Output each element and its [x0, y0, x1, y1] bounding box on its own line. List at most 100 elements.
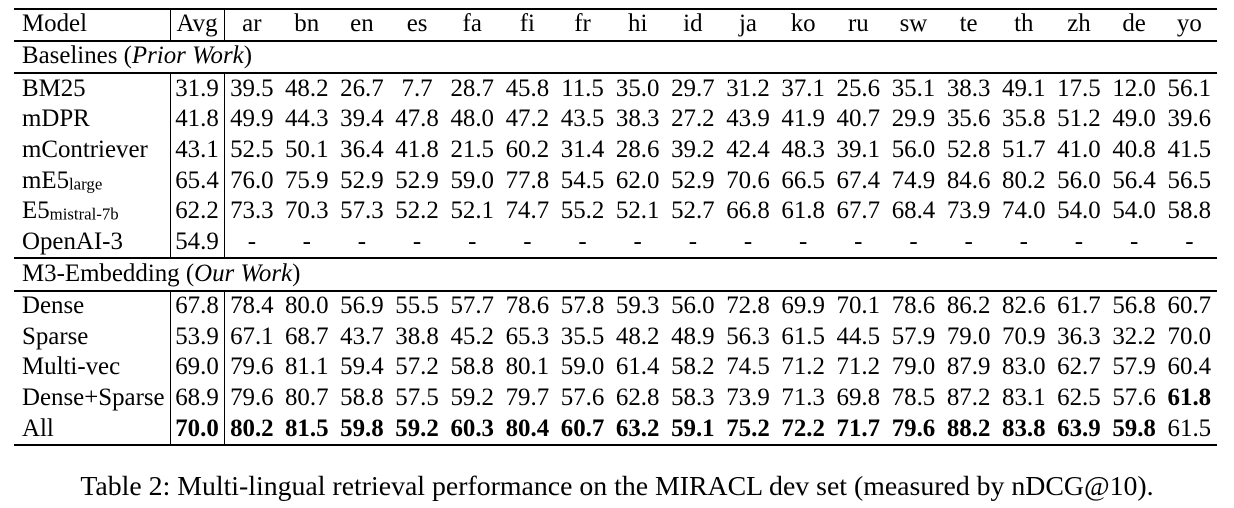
model-name-subscript: mistral-7b [49, 205, 119, 225]
table-row: All 70.0 80.2 81.5 59.8 59.2 60.3 80.4 60.7 63.2 5… [14, 414, 1217, 446]
value-cell-id: 56.0 [671, 292, 715, 320]
value-cell-de: 57.6 [1112, 384, 1156, 412]
col-header-lang-fa: fa [444, 9, 500, 42]
value-cell-hi: - [610, 227, 666, 260]
section-title: Baselines (Prior Work) [14, 40, 1217, 75]
value-cell-th: 83.0 [1002, 353, 1046, 381]
col-header-lang-ar: ar [224, 9, 280, 42]
avg-value-cell: 70.0 [169, 414, 225, 446]
value-cell-ko: 61.5 [781, 322, 825, 350]
model-name: mContriever [22, 135, 148, 163]
value-cell-ru: 69.8 [836, 384, 881, 412]
value-cell-ru: 40.7 [836, 105, 881, 133]
value-cell-sw: 29.9 [891, 105, 936, 133]
value-cell-hi: 35.0 [615, 74, 660, 102]
value-cell-hi: 38.3 [615, 105, 660, 133]
value-cell-te: 88.2 [941, 414, 997, 446]
value-cell-te: 84.6 [946, 166, 991, 194]
value-cell-te: 35.6 [946, 105, 991, 133]
value-cell-ja: 56.3 [726, 322, 770, 350]
value-cell-ar: 49.9 [230, 105, 274, 133]
value-cell-es: - [389, 227, 445, 260]
value-cell-ar: 79.6 [230, 353, 274, 381]
value-cell-fa: 57.7 [450, 292, 494, 320]
value-cell-fa: 58.8 [450, 353, 494, 381]
value-cell-hi: 62.0 [615, 166, 660, 194]
value-cell-fa: 28.7 [450, 74, 494, 102]
model-name-cell: BM25 [14, 73, 170, 104]
value-cell-te: 87.2 [946, 384, 991, 412]
value-cell-fr: 55.2 [560, 197, 605, 225]
value-cell-zh: 17.5 [1057, 74, 1101, 102]
col-header-lang-fi: fi [499, 9, 555, 42]
value-cell-yo: 60.7 [1167, 292, 1212, 320]
avg-value-cell: 67.8 [169, 290, 225, 322]
value-cell-en: 56.9 [340, 292, 384, 320]
value-cell-ko: 66.5 [781, 166, 825, 194]
value-cell-sw: 68.4 [891, 197, 936, 225]
value-cell-sw: 79.0 [891, 353, 936, 381]
value-cell-yo: 61.5 [1161, 414, 1217, 446]
value-cell-th: 74.0 [1002, 197, 1046, 225]
value-cell-ar: - [224, 227, 280, 260]
table-row: mDPR 41.8 49.9 44.3 39.4 47.8 48.0 47.2 43.5 38.3… [14, 104, 1217, 135]
value-cell-th: 82.6 [1002, 292, 1046, 320]
value-cell-ja: 75.2 [720, 414, 776, 446]
model-name: All [22, 414, 54, 442]
value-cell-fr: 57.8 [560, 292, 605, 320]
value-cell-id: 59.1 [665, 414, 721, 446]
value-cell-te: 38.3 [946, 74, 991, 102]
col-header-lang-fr: fr [554, 9, 611, 42]
value-cell-hi: 63.2 [610, 414, 666, 446]
value-cell-es: 55.5 [395, 292, 439, 320]
value-cell-ru: 44.5 [836, 322, 881, 350]
value-cell-fa: 52.1 [450, 197, 494, 225]
value-cell-ja: 66.8 [726, 197, 770, 225]
avg-value-cell: 54.9 [169, 227, 225, 260]
value-cell-ru: 67.4 [836, 166, 881, 194]
value-cell-th: 49.1 [1002, 74, 1046, 102]
value-cell-ja: 72.8 [726, 292, 770, 320]
model-name-cell: Sparse [14, 322, 170, 353]
value-cell-de: 56.8 [1112, 292, 1156, 320]
value-cell-yo: 61.8 [1167, 384, 1212, 412]
value-cell-de: 59.8 [1106, 414, 1162, 446]
col-header-lang-en: en [334, 9, 390, 42]
avg-value-cell: 65.4 [169, 165, 225, 197]
value-cell-ko: 61.8 [781, 197, 825, 225]
value-cell-ko: 48.3 [781, 135, 825, 163]
model-name: E5 [22, 197, 50, 225]
value-cell-ru: 67.7 [836, 197, 881, 225]
value-cell-zh: 62.7 [1057, 353, 1101, 381]
value-cell-sw: 74.9 [891, 166, 936, 194]
value-cell-fi: 80.1 [505, 353, 550, 381]
model-name: Multi-vec [22, 353, 121, 381]
section-title-prefix: Baselines ( [22, 42, 132, 70]
col-header-lang-zh: zh [1051, 9, 1107, 42]
table-header-row: Model Avg ar bn en es fa fi fr hi id ja ko ru sw te th… [14, 9, 1217, 42]
avg-value-cell: 53.9 [169, 321, 225, 353]
value-cell-de: 56.4 [1112, 166, 1156, 194]
value-cell-ru: 71.7 [830, 414, 886, 446]
value-cell-te: 86.2 [946, 292, 991, 320]
value-cell-bn: 81.5 [279, 414, 335, 446]
value-cell-fi: 74.7 [505, 197, 550, 225]
table-row: Dense+Sparse 68.9 79.6 80.7 58.8 57.5 59.2 79.7… [14, 383, 1217, 415]
col-header-lang-te: te [941, 9, 997, 42]
avg-value-cell: 68.9 [169, 383, 225, 415]
value-cell-hi: 52.1 [615, 197, 660, 225]
value-cell-de: 54.0 [1112, 197, 1156, 225]
section-header-row: M3-Embedding (Our Work) [14, 258, 1217, 292]
value-cell-ar: 80.2 [224, 414, 280, 446]
col-header-lang-de: de [1106, 9, 1162, 42]
value-cell-zh: 56.0 [1057, 166, 1101, 194]
section-title-prefix: M3-Embedding ( [22, 260, 195, 288]
value-cell-th: 35.8 [1002, 105, 1046, 133]
value-cell-sw: 56.0 [891, 135, 936, 163]
table-row: mE5large 65.4 76.0 75.9 52.9 52.9 59.0 77.8 54.5… [14, 165, 1217, 197]
value-cell-sw: 78.6 [891, 292, 936, 320]
value-cell-es: 57.2 [395, 353, 439, 381]
value-cell-de: 40.8 [1112, 135, 1156, 163]
value-cell-id: 39.2 [671, 135, 715, 163]
value-cell-yo: 56.5 [1167, 166, 1212, 194]
